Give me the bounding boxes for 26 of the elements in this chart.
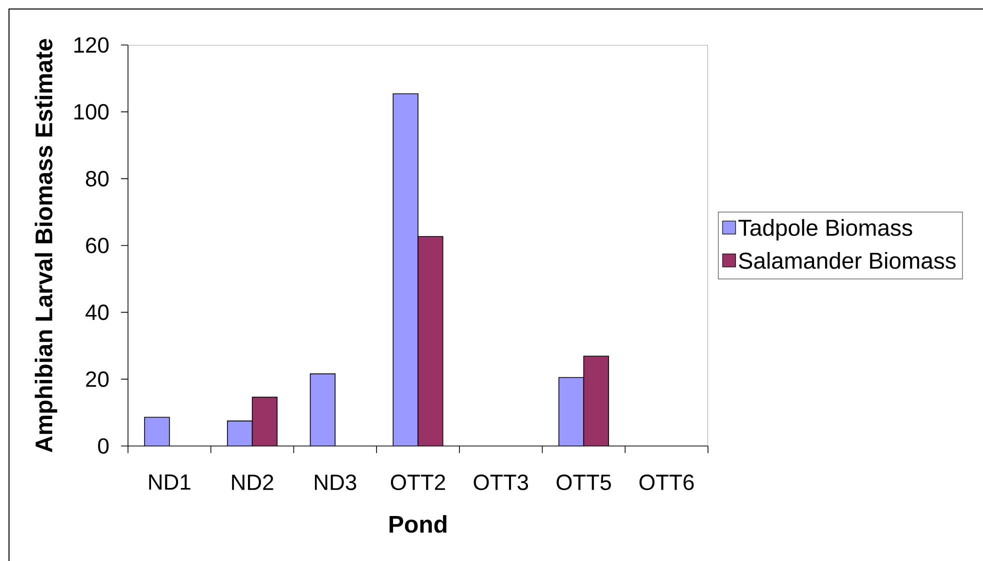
y-tick-label: 60: [86, 238, 109, 254]
bar: [583, 356, 609, 446]
x-tick-label: ND1: [149, 474, 190, 490]
bar: [558, 377, 584, 446]
x-axis-title: Pond: [390, 515, 446, 533]
legend-label: Tadpole Biomass: [738, 219, 912, 240]
y-tick-label: 20: [86, 371, 109, 387]
x-tick-label: OTT6: [640, 474, 694, 490]
bar: [227, 420, 252, 446]
bar: [310, 374, 336, 446]
y-tick-label: 0: [98, 438, 109, 454]
y-tick-label: 100: [74, 104, 109, 120]
y-axis-title: Amphibian Larval Biomass Estimate: [34, 38, 58, 452]
bar: [418, 236, 443, 446]
x-tick-label: OTT5: [556, 474, 611, 490]
y-tick-label: 40: [85, 304, 109, 320]
x-tick-label: OTT3: [474, 474, 528, 490]
x-tick-label: OTT2: [390, 474, 446, 490]
legend-label: Salamander Biomass: [738, 252, 956, 269]
bar: [144, 417, 170, 446]
bar: [393, 94, 418, 446]
y-tick-label: 120: [74, 37, 109, 53]
x-tick-label: ND3: [314, 474, 356, 490]
bar: [252, 397, 278, 446]
x-tick-label: ND2: [232, 474, 274, 490]
y-tick-label: 80: [86, 170, 109, 186]
